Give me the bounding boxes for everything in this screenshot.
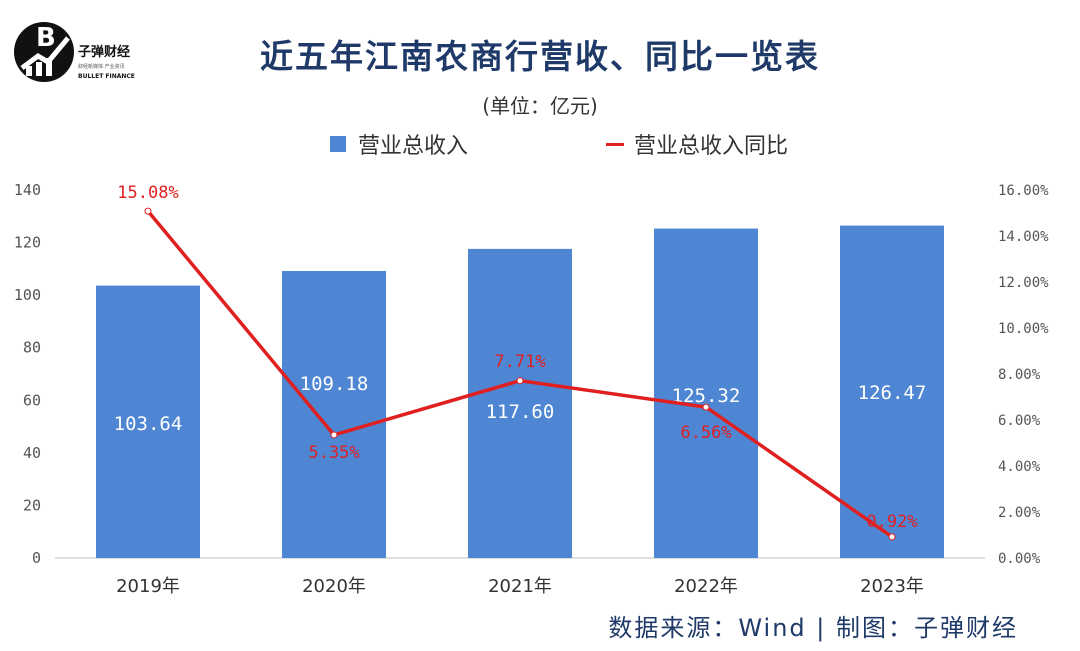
line-point	[888, 533, 896, 541]
legend-line-label: 营业总收入同比	[634, 134, 789, 159]
y-right-tick-label: 12.00%	[998, 275, 1049, 291]
y-left-tick-label: 100	[14, 286, 41, 304]
y-right-tick-label: 10.00%	[998, 321, 1049, 337]
x-tick-label: 2023年	[860, 576, 924, 597]
bar	[840, 225, 944, 558]
unit-subtitle: (单位：亿元)	[482, 94, 598, 118]
y-left-tick-label: 0	[32, 549, 41, 567]
line-value-label: 7.71%	[494, 352, 545, 372]
y-right-tick-label: 2.00%	[998, 505, 1041, 521]
bar-value-label: 109.18	[300, 373, 369, 395]
y-right-tick-label: 4.00%	[998, 459, 1041, 475]
bar-value-label: 103.64	[114, 413, 183, 435]
legend-bar-swatch-icon	[330, 136, 346, 152]
y-left-tick-label: 120	[14, 234, 41, 252]
y-right-tick-label: 14.00%	[998, 229, 1049, 245]
line-point	[144, 207, 152, 215]
line-point	[516, 377, 524, 385]
logo-sub: 财经新媒体·产业资讯	[78, 63, 125, 70]
legend-line-dash-icon	[606, 142, 624, 146]
legend-bar-series: 营业总收入	[330, 128, 468, 160]
line-point	[330, 431, 338, 439]
legend: 营业总收入 营业总收入同比	[0, 128, 1080, 162]
y-left-tick-label: 40	[23, 444, 41, 462]
logo: B 子弹财经 财经新媒体·产业资讯 BULLET FINANCE	[14, 22, 135, 82]
y-right-tick-label: 0.00%	[998, 551, 1041, 567]
y-right-tick-label: 6.00%	[998, 413, 1041, 429]
bar	[654, 228, 758, 558]
y-left-tick-label: 140	[14, 181, 41, 199]
y-right-tick-label: 8.00%	[998, 367, 1041, 383]
y-left-tick-label: 60	[23, 391, 41, 409]
legend-bar-label: 营业总收入	[358, 134, 469, 159]
x-tick-label: 2019年	[116, 576, 180, 597]
x-tick-label: 2022年	[674, 576, 738, 597]
logo-name: 子弹财经	[78, 44, 130, 60]
line-value-label: 5.35%	[308, 443, 359, 463]
y-right-tick-label: 16.00%	[998, 183, 1049, 199]
logo-en: BULLET FINANCE	[78, 73, 135, 80]
line-value-label: 0.92%	[866, 512, 917, 532]
bar	[468, 248, 572, 558]
bar-value-label: 126.47	[858, 382, 927, 404]
y-left-tick-label: 80	[23, 339, 41, 357]
bar	[96, 285, 200, 558]
line-point	[702, 403, 710, 411]
chart-title: 近五年江南农商行营收、同比一览表	[260, 37, 820, 76]
x-tick-label: 2020年	[302, 576, 366, 597]
logo-b-mark: B	[36, 23, 56, 53]
line-value-label: 15.08%	[117, 183, 178, 203]
x-tick-label: 2021年	[488, 576, 552, 597]
y-left-tick-label: 20	[23, 496, 41, 514]
bar-value-label: 125.32	[672, 385, 741, 407]
bar-value-label: 117.60	[486, 401, 555, 423]
source-note: 数据来源：Wind | 制图：子弹财经	[608, 614, 1018, 642]
bar	[282, 271, 386, 558]
line-value-label: 6.56%	[680, 423, 731, 443]
legend-line-series: 营业总收入同比	[606, 128, 788, 160]
